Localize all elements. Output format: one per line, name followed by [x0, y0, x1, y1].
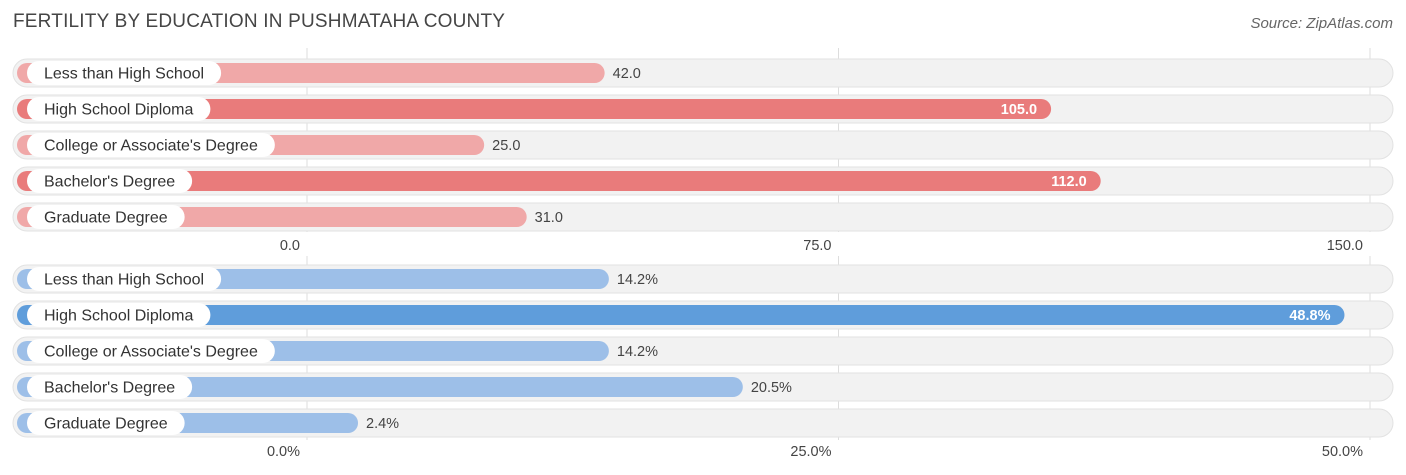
- category-label: Graduate Degree: [44, 416, 168, 433]
- chart-title: FERTILITY BY EDUCATION IN PUSHMATAHA COU…: [13, 11, 506, 32]
- tick-label: 0.0%: [267, 444, 300, 460]
- tick-label: 150.0: [1327, 238, 1363, 254]
- value-label: 25.0: [492, 138, 520, 154]
- value-label: 31.0: [535, 210, 563, 226]
- category-pill: [27, 61, 222, 85]
- category-label: College or Associate's Degree: [44, 344, 258, 361]
- bar-2-4: [17, 377, 743, 397]
- tick-label: 0.0: [280, 238, 300, 254]
- bar-2-2: [17, 305, 1345, 325]
- value-label: 2.4%: [366, 416, 399, 432]
- value-label: 105.0: [1001, 102, 1037, 118]
- category-pill: [27, 97, 211, 121]
- category-label: College or Associate's Degree: [44, 138, 258, 155]
- category-label: Bachelor's Degree: [44, 174, 175, 191]
- category-pill: [27, 169, 193, 193]
- category-pill: [27, 133, 275, 157]
- category-pill: [27, 205, 185, 229]
- category-pill: [27, 267, 222, 291]
- category-pill: [27, 303, 211, 327]
- bar-track: [12, 408, 1394, 438]
- category-label: High School Diploma: [44, 308, 194, 325]
- value-label: 112.0: [1051, 174, 1087, 190]
- value-label: 14.2%: [617, 272, 658, 288]
- tick-label: 25.0%: [790, 444, 831, 460]
- bar-1-4: [17, 171, 1101, 191]
- tick-label: 50.0%: [1322, 444, 1363, 460]
- source-credit: Source: ZipAtlas.com: [1250, 15, 1393, 32]
- category-pill: [27, 375, 193, 399]
- value-label: 20.5%: [751, 380, 792, 396]
- bar-1-2: [17, 99, 1052, 119]
- category-pill: [27, 411, 185, 435]
- value-label: 14.2%: [617, 344, 658, 360]
- value-label: 48.8%: [1289, 308, 1330, 324]
- value-label: 42.0: [613, 66, 641, 82]
- category-label: Graduate Degree: [44, 210, 168, 227]
- category-label: Less than High School: [44, 66, 204, 83]
- category-label: Less than High School: [44, 272, 204, 289]
- category-label: High School Diploma: [44, 102, 194, 119]
- category-pill: [27, 339, 275, 363]
- category-label: Bachelor's Degree: [44, 380, 175, 397]
- tick-label: 75.0: [803, 238, 831, 254]
